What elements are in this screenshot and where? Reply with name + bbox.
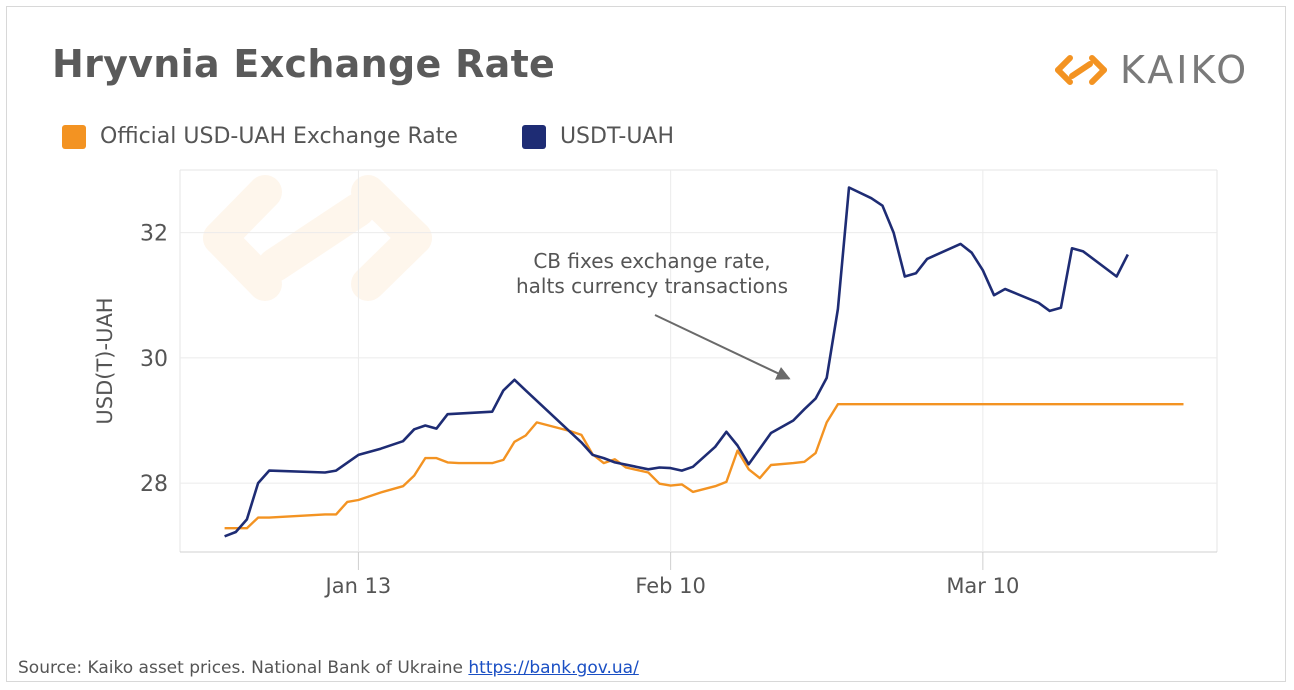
source-note: Source: Kaiko asset prices. National Ban… [18, 658, 639, 678]
series-line-usdt [224, 186, 1129, 538]
legend-item-usdt[interactable]: USDT-UAH [521, 124, 675, 149]
source-link[interactable]: https://bank.gov.ua/ [468, 658, 639, 678]
source-text: Source: Kaiko asset prices. National Ban… [18, 658, 463, 678]
y-axis-label: USD(T)-UAH [93, 297, 117, 424]
watermark-logo-icon [203, 175, 432, 301]
brand-name: KAIKO [1120, 48, 1250, 92]
annotation-line-1: CB fixes exchange rate, [533, 249, 770, 273]
series-lines [224, 186, 1184, 538]
series-line-official [224, 403, 1184, 530]
annotation-arrow [654, 314, 791, 380]
legend-item-official[interactable]: Official USD-UAH Exchange Rate [62, 124, 458, 149]
legend-label-usdt: USDT-UAH [559, 124, 675, 149]
y-tick-label: 32 [140, 222, 168, 247]
grid-lines [180, 170, 1217, 552]
axis-ticks: 28 30 32 Jan 13 Feb 10 Mar 10 [140, 222, 1019, 598]
legend-swatch-official [62, 124, 86, 149]
legend-label-official: Official USD-UAH Exchange Rate [100, 124, 458, 149]
x-tick-label: Mar 10 [946, 574, 1019, 598]
y-tick-label: 28 [140, 472, 168, 497]
chart-frame [6, 6, 1286, 682]
legend: Official USD-UAH Exchange Rate USDT-UAH [62, 124, 738, 149]
annotation: CB fixes exchange rate, halts currency t… [516, 249, 791, 380]
annotation-line-2: halts currency transactions [516, 274, 788, 298]
y-tick-label: 30 [140, 347, 168, 372]
x-tick-label: Jan 13 [324, 574, 392, 598]
chart-title: Hryvnia Exchange Rate [52, 42, 556, 86]
legend-swatch-usdt [521, 124, 546, 149]
kaiko-logo-icon [1055, 55, 1107, 85]
x-tick-label: Feb 10 [635, 574, 706, 598]
brand-logo: KAIKO [1050, 48, 1249, 92]
plot-area [179, 169, 1218, 553]
